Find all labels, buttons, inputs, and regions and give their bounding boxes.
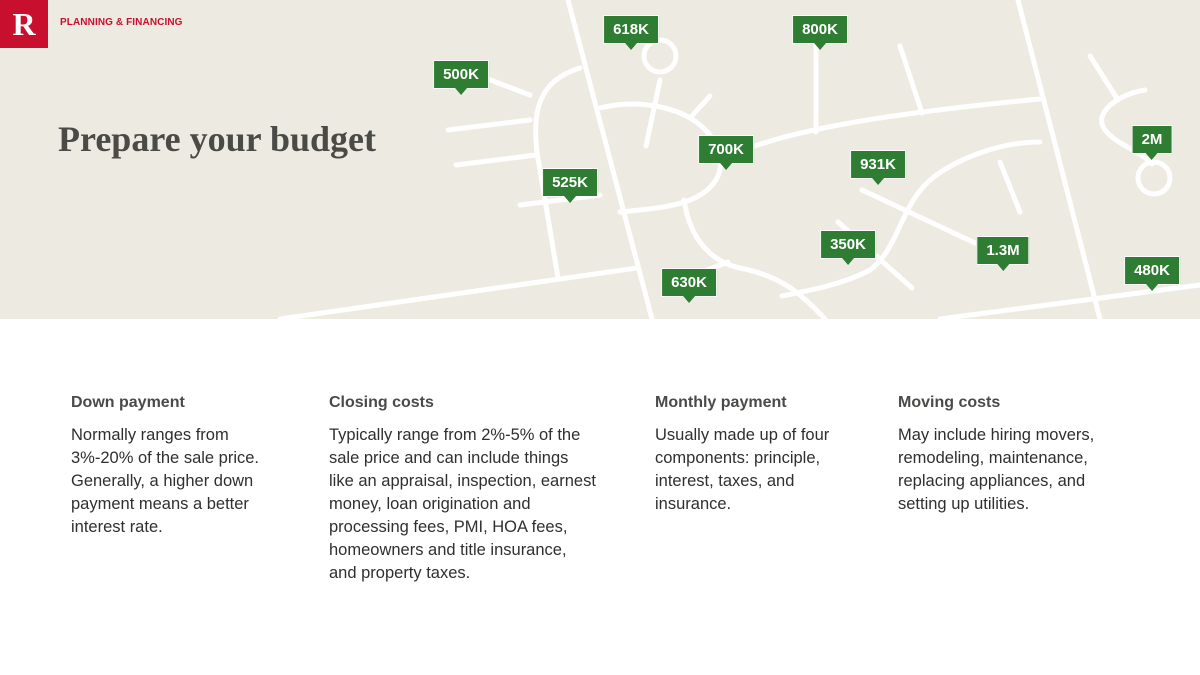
price-pin: 800K (792, 15, 848, 50)
price-pin: 618K (603, 15, 659, 50)
section-down-payment: Down payment Normally ranges from 3%-20%… (71, 392, 293, 539)
section-body: Usually made up of four components: prin… (655, 426, 830, 513)
street-map-illustration (277, 0, 1200, 319)
price-pin: 700K (698, 135, 754, 170)
price-pin: 525K (542, 168, 598, 203)
price-pin: 2M (1131, 125, 1173, 160)
section-monthly-payment: Monthly payment Usually made up of four … (655, 392, 855, 516)
section-body: Typically range from 2%-5% of the sale p… (329, 426, 596, 582)
section-heading: Moving costs (898, 394, 1001, 411)
price-pin: 350K (820, 230, 876, 265)
price-pin: 480K (1124, 256, 1180, 291)
section-heading: Down payment (71, 394, 185, 411)
price-pin: 500K (433, 60, 489, 95)
section-body: May include hiring movers, remodeling, m… (898, 426, 1095, 513)
price-pin: 931K (850, 150, 906, 185)
brand-logo: R (0, 0, 48, 48)
section-heading: Monthly payment (655, 394, 787, 411)
section-closing-costs: Closing costs Typically range from 2%-5%… (329, 392, 597, 585)
price-pin: 1.3M (976, 236, 1030, 271)
section-eyebrow: PLANNING & FINANCING (60, 17, 183, 28)
section-moving-costs: Moving costs May include hiring movers, … (898, 392, 1128, 516)
map-hero: 618K 800K 500K 700K 525K 931K 2M 350K 1.… (0, 0, 1200, 319)
section-heading: Closing costs (329, 394, 434, 411)
section-body: Normally ranges from 3%-20% of the sale … (71, 426, 260, 536)
price-pin: 630K (661, 268, 717, 303)
page-title: Prepare your budget (58, 119, 377, 159)
